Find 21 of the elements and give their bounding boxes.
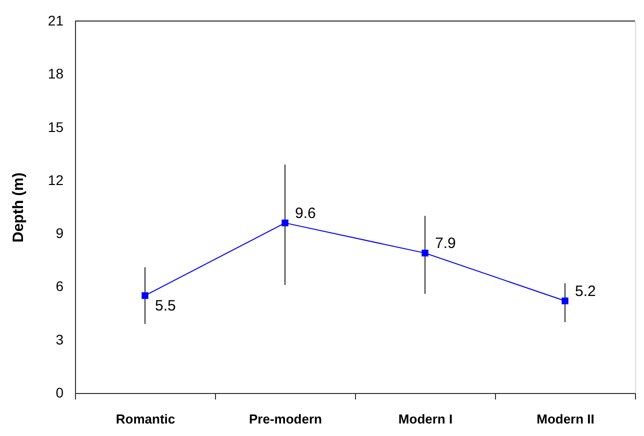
data-label: 9.6 [295, 204, 316, 222]
y-tick-label: 9 [56, 225, 64, 242]
point [562, 298, 568, 304]
y-axis-title: Depth (m) [10, 172, 27, 242]
x-tick-label: Pre-modern [249, 412, 322, 426]
point [142, 292, 148, 299]
data-label: 5.5 [155, 298, 176, 315]
y-tick-label: 18 [48, 66, 64, 82]
y-tick-label: 0 [56, 384, 64, 400]
x-tick-label: Modern I [398, 412, 453, 426]
y-tick-label: 3 [56, 331, 64, 348]
data-label: 5.2 [575, 282, 596, 300]
x-tick-label: Romantic [116, 412, 176, 426]
x-tick-label: Modern II [536, 412, 594, 426]
y-tick-label: 12 [48, 172, 64, 188]
y-tick-label: 21 [48, 12, 64, 28]
y-tick-label: 6 [56, 278, 64, 294]
point [282, 220, 288, 226]
y-tick-label: 15 [48, 118, 64, 135]
data-label: 7.9 [435, 235, 456, 252]
point [422, 250, 428, 256]
